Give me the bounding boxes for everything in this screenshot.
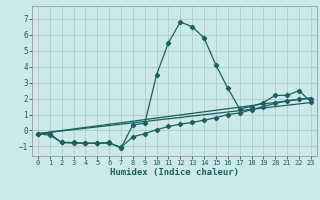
X-axis label: Humidex (Indice chaleur): Humidex (Indice chaleur) [110, 168, 239, 177]
